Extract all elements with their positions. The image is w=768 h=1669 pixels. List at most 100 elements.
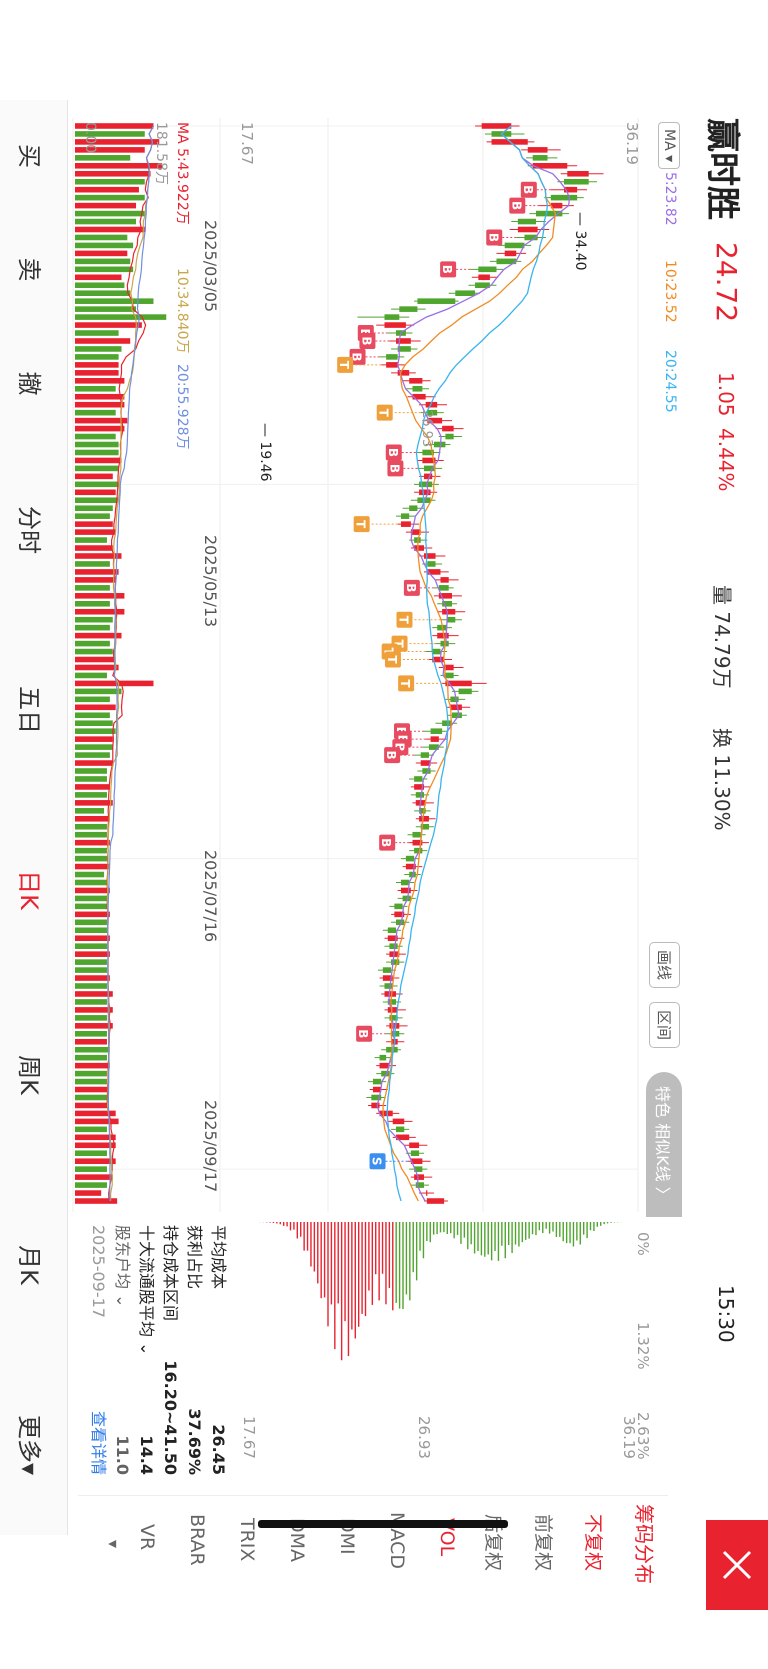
candle-body — [396, 338, 411, 344]
candle-body — [430, 728, 443, 734]
sidebar-item-forward-adjust[interactable]: 前复权 — [532, 1514, 554, 1572]
signal-letter: B — [379, 838, 393, 847]
candle-body — [389, 943, 398, 949]
volume-bar — [75, 139, 160, 145]
candle-body — [426, 1198, 445, 1204]
candle-body — [420, 752, 429, 758]
tab-daily-k[interactable]: 日K — [15, 870, 43, 910]
signal-box — [369, 1153, 386, 1170]
candle-body — [386, 362, 398, 368]
volume-bar — [75, 194, 145, 201]
candle-body — [394, 903, 403, 910]
volume-bar — [75, 1142, 116, 1149]
volume-bar — [75, 218, 137, 225]
tab-buy[interactable]: 买 — [15, 144, 43, 168]
volume-bar — [75, 696, 110, 703]
candle-body — [424, 553, 436, 559]
candle-body — [400, 513, 410, 519]
volume-bar — [75, 871, 105, 878]
home-indicator[interactable] — [258, 1520, 508, 1528]
volume-bar — [75, 768, 107, 774]
volume-bar — [75, 999, 107, 1005]
volume-bar — [75, 959, 107, 965]
candle-body — [400, 521, 411, 527]
candle-body — [419, 815, 429, 822]
candle-body — [410, 529, 421, 535]
candle-body — [445, 672, 454, 679]
sidebar-item-no-adjust[interactable]: 不复权 — [582, 1514, 604, 1572]
volume-bar — [75, 975, 110, 981]
volume-bar — [75, 362, 119, 368]
signal-letter: B — [509, 201, 523, 210]
volume-bar — [75, 879, 107, 886]
volume-bar — [75, 449, 119, 456]
volume-bar — [75, 202, 137, 209]
signal-letter: T — [354, 520, 368, 529]
volume-bar — [75, 951, 110, 957]
volume-bar — [75, 752, 110, 758]
vol-ma20-line — [107, 125, 155, 1202]
close-button[interactable] — [706, 1520, 768, 1610]
chip-date-row: 2025-09-17 查看详情 — [86, 1225, 110, 1475]
signal-t-marker: T — [376, 404, 421, 421]
volume-bar — [75, 131, 145, 137]
volume-bar — [75, 1158, 116, 1164]
signal-letter: B — [386, 448, 400, 457]
candle-body — [414, 776, 423, 782]
candle-body — [412, 393, 426, 400]
signal-t-marker: T — [396, 611, 441, 628]
tab-five-day[interactable]: 五日 — [15, 686, 43, 734]
top10-row: 十大流通股平均 ⌄ 14.4 — [137, 1225, 156, 1475]
sidebar-more-icon[interactable]: ▾ — [104, 1540, 123, 1549]
tab-intraday[interactable]: 分时 — [15, 506, 43, 554]
sidebar-item-chip[interactable]: 筹码分布 — [632, 1504, 656, 1584]
sidebar-item-trix[interactable]: TRIX — [236, 1518, 258, 1562]
candle-body — [432, 648, 441, 655]
volume-bar — [75, 393, 125, 400]
sidebar-item-vr[interactable]: VR — [136, 1524, 158, 1551]
view-detail-link[interactable]: 查看详情 — [89, 1410, 108, 1475]
signal-letter: T — [337, 361, 351, 370]
tab-monthly-k[interactable]: 月K — [15, 1245, 43, 1285]
candle-body — [504, 250, 517, 257]
tab-sell[interactable]: 卖 — [15, 257, 43, 282]
volume-bar — [75, 1023, 113, 1029]
signal-b-marker: B — [385, 444, 416, 461]
candle-body — [412, 385, 423, 392]
volume-bar — [75, 1134, 116, 1141]
candle-body — [372, 1078, 382, 1085]
tab-cancel[interactable]: 撤 — [15, 371, 43, 396]
candle-body — [532, 163, 568, 169]
volume-bar — [75, 170, 151, 177]
volume-bar — [75, 561, 110, 567]
signal-box — [376, 404, 393, 421]
volume-bar — [75, 123, 154, 129]
volume-bar — [75, 585, 110, 591]
volume-bar — [75, 306, 137, 312]
volume-bar — [75, 178, 145, 185]
volume-ma-group — [106, 125, 155, 1202]
volume-bar — [75, 720, 113, 727]
signal-t-marker: T — [337, 356, 382, 373]
candle-body — [422, 457, 436, 464]
candle-body — [399, 306, 418, 312]
tab-weekly-k[interactable]: 周K — [15, 1055, 43, 1095]
chip-price-top: 36.19 — [620, 1416, 638, 1459]
candles-group — [357, 123, 604, 1204]
signal-box — [337, 356, 354, 373]
signal-b-marker: B — [403, 579, 434, 596]
candle-body — [442, 425, 454, 432]
tab-more[interactable]: 更多▾ — [15, 1414, 43, 1476]
x-grid-lines — [73, 125, 638, 1170]
volume-bar — [75, 409, 116, 416]
candle-body — [379, 1062, 390, 1069]
candle-body — [445, 433, 454, 440]
candle-body — [550, 194, 578, 201]
volume-bar — [75, 656, 116, 663]
sidebar-item-brar[interactable]: BRAR — [186, 1514, 208, 1566]
volume-bar — [75, 991, 113, 997]
volume-bar — [75, 839, 110, 846]
candle-body — [430, 736, 439, 742]
volume-bar — [75, 593, 125, 599]
candle-body — [405, 855, 415, 862]
